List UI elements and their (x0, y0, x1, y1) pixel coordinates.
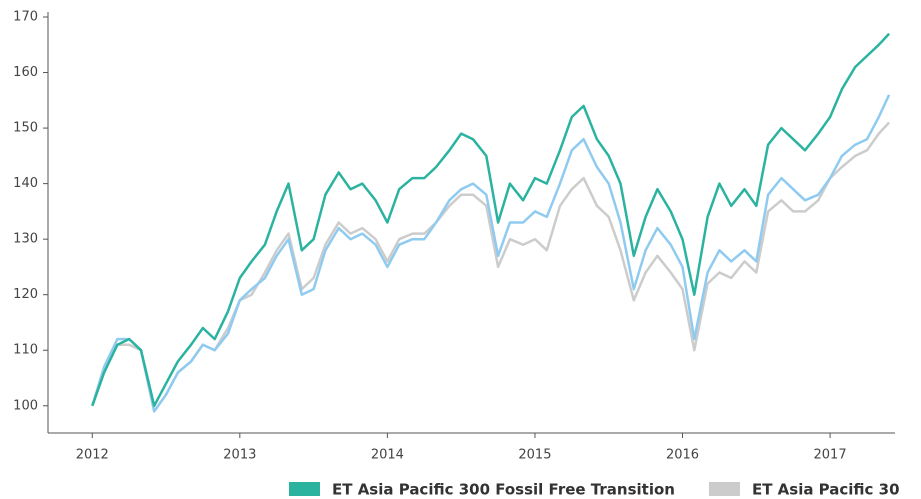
y-tick-label: 150 (13, 121, 38, 136)
y-tick-label: 110 (13, 343, 38, 358)
y-tick-label: 120 (13, 287, 38, 302)
series-line (91, 121, 891, 413)
y-tick-label: 100 (13, 398, 38, 413)
y-tick-label: 170 (13, 9, 38, 24)
y-tick-label: 130 (13, 232, 38, 247)
x-tick-label: 2017 (814, 448, 847, 463)
y-tick-label: 160 (13, 65, 38, 80)
y-tick-label: 140 (13, 176, 38, 191)
legend-swatch (289, 482, 320, 496)
x-tick-label: 2014 (371, 448, 404, 463)
x-tick-label: 2015 (518, 448, 551, 463)
x-tick-label: 2013 (223, 448, 256, 463)
legend-swatch (708, 482, 740, 496)
x-tick-label: 2016 (666, 448, 699, 463)
legend-label: ET Asia Pacific 30 (752, 481, 900, 499)
x-tick-label: 2012 (76, 448, 109, 463)
series-line (91, 94, 891, 413)
series-line (91, 32, 891, 408)
legend-label: ET Asia Pacific 300 Fossil Free Transiti… (332, 481, 675, 499)
